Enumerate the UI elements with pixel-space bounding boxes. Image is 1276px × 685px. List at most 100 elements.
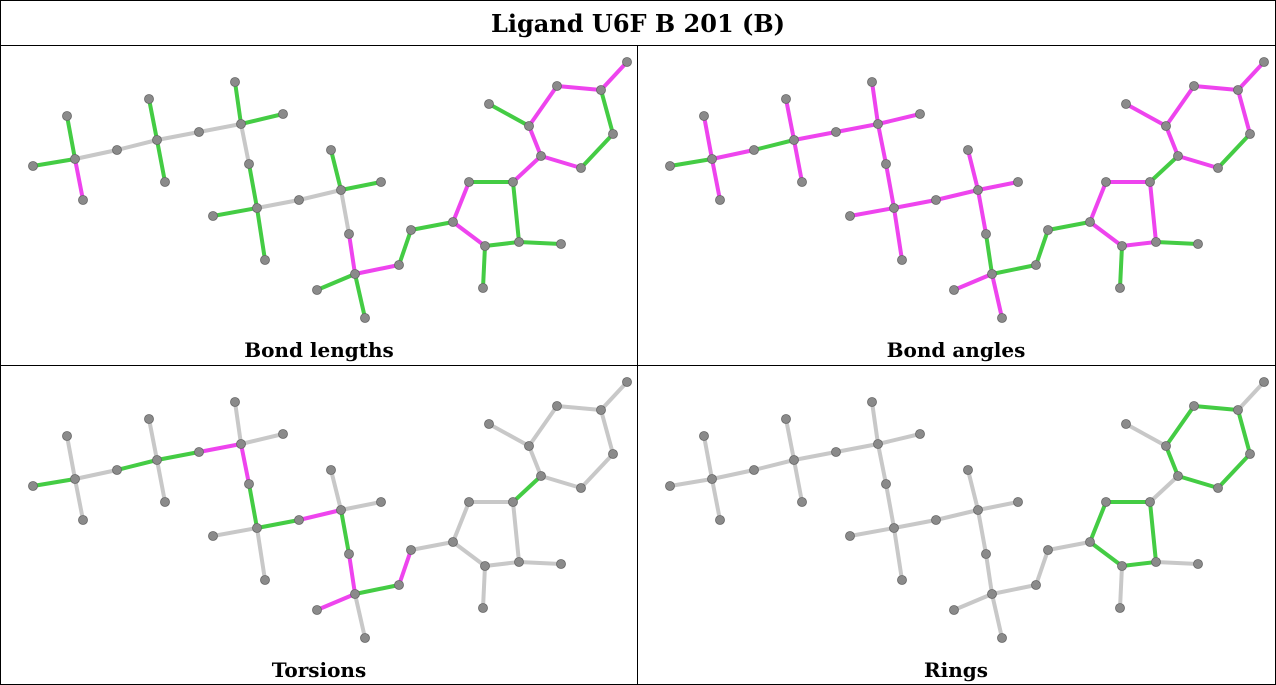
bond-38-37 — [555, 84, 603, 92]
bond-1-3 — [710, 477, 722, 522]
bond-36-34 — [527, 444, 543, 478]
bond-35-40 — [1216, 452, 1252, 490]
atom-14 — [208, 211, 218, 221]
atom-21 — [350, 589, 360, 599]
panel-rings: Rings — [638, 366, 1274, 684]
atom-29 — [508, 177, 518, 187]
atom-35 — [576, 163, 586, 173]
atom-32 — [1151, 237, 1161, 247]
bond-32-30 — [483, 240, 521, 248]
atom-9 — [873, 439, 883, 449]
atom-10 — [230, 397, 240, 407]
bond-40-38 — [1236, 408, 1252, 456]
bond-38-39 — [599, 380, 629, 412]
bond-37-36 — [1164, 404, 1196, 448]
bond-13-15 — [892, 526, 904, 582]
bond-30-31 — [481, 564, 487, 610]
atom-7 — [160, 177, 170, 187]
bond-9-10 — [870, 400, 880, 446]
bond-9-10 — [233, 400, 243, 446]
molecule-torsions — [28, 377, 632, 643]
bond-17-19 — [339, 180, 383, 192]
bond-32-30 — [483, 560, 521, 568]
atom-17 — [336, 505, 346, 515]
atom-5 — [152, 455, 162, 465]
bond-30-27 — [451, 220, 487, 248]
bond-36-41 — [487, 102, 531, 128]
bond-4-5 — [115, 138, 159, 152]
atom-14 — [208, 531, 218, 541]
bond-0-1 — [668, 157, 714, 168]
molecule-bond-lengths — [28, 57, 632, 323]
atom-11 — [915, 429, 925, 439]
bond-32-33 — [1154, 240, 1200, 246]
bond-13-15 — [892, 206, 904, 262]
atom-6 — [781, 414, 791, 424]
atom-12 — [881, 479, 891, 489]
atom-37 — [552, 81, 562, 91]
atom-6 — [781, 94, 791, 104]
atom-22 — [949, 285, 959, 295]
atom-19 — [1013, 497, 1023, 507]
bond-1-4 — [710, 468, 756, 481]
atom-13 — [889, 203, 899, 213]
bond-40-38 — [1236, 88, 1252, 136]
bond-26-27 — [409, 540, 455, 552]
atom-12 — [244, 479, 254, 489]
atom-27 — [1085, 217, 1095, 227]
bond-34-35 — [1176, 154, 1220, 170]
atom-31 — [478, 603, 488, 613]
bond-1-2 — [702, 434, 714, 481]
bond-23-26 — [397, 228, 413, 267]
bond-20-21 — [347, 552, 357, 596]
bond-12-13 — [247, 162, 259, 210]
atom-33 — [1193, 559, 1203, 569]
bond-13-14 — [211, 206, 259, 218]
atom-3 — [715, 515, 725, 525]
bond-5-7 — [792, 138, 804, 184]
molecule-rings — [665, 377, 1269, 643]
atom-21 — [350, 269, 360, 279]
bond-37-36 — [527, 404, 559, 448]
bond-17-18 — [329, 468, 343, 512]
atom-40 — [608, 129, 618, 139]
bond-13-16 — [892, 518, 938, 530]
atom-9 — [236, 439, 246, 449]
bond-34-35 — [539, 154, 583, 170]
atom-38 — [1233, 405, 1243, 415]
atom-18 — [326, 465, 336, 475]
atom-28 — [464, 497, 474, 507]
atom-3 — [715, 195, 725, 205]
atom-14 — [845, 211, 855, 221]
title-bar: Ligand U6F B 201 (B) — [1, 1, 1275, 46]
atom-4 — [749, 145, 759, 155]
atom-26 — [406, 225, 416, 235]
bond-40-38 — [599, 408, 615, 456]
atom-7 — [160, 497, 170, 507]
atom-31 — [478, 283, 488, 293]
atom-31 — [1115, 603, 1125, 613]
atom-1 — [707, 474, 717, 484]
atom-39 — [1259, 57, 1269, 67]
atom-5 — [789, 455, 799, 465]
atom-29 — [1145, 177, 1155, 187]
bond-20-21 — [347, 232, 357, 276]
bond-9-12 — [239, 122, 251, 166]
bond-5-8 — [155, 450, 201, 462]
bond-38-39 — [1236, 380, 1266, 412]
atom-7 — [797, 497, 807, 507]
atom-10 — [230, 77, 240, 87]
bond-21-22 — [315, 592, 357, 612]
atom-1 — [70, 154, 80, 164]
atom-15 — [897, 255, 907, 265]
atom-41 — [484, 99, 494, 109]
bond-30-31 — [1118, 564, 1124, 610]
bond-9-11 — [239, 432, 285, 446]
bond-8-9 — [197, 122, 243, 134]
atom-11 — [915, 109, 925, 119]
bond-9-11 — [876, 112, 922, 126]
bond-12-13 — [247, 482, 259, 530]
bond-34-35 — [539, 474, 583, 490]
bond-21-23 — [990, 263, 1038, 276]
